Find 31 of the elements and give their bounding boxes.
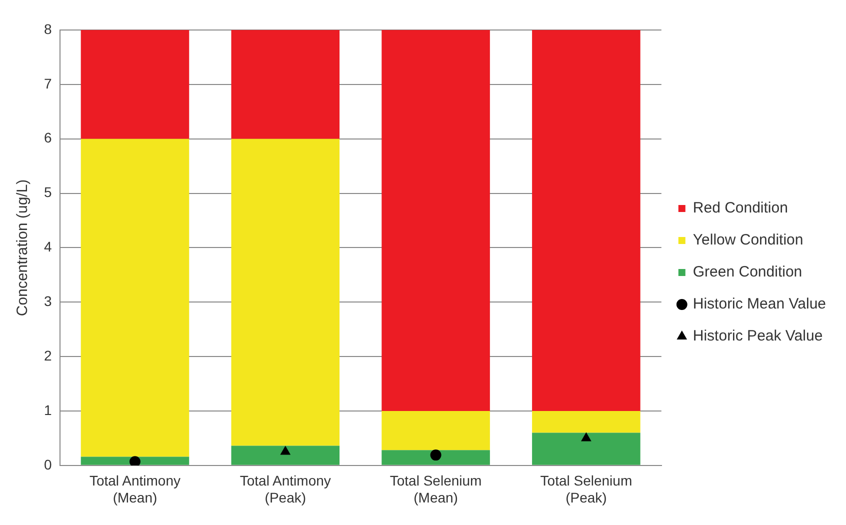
bar [231, 30, 340, 139]
y-tick-label: 5 [44, 184, 52, 200]
y-tick-label: 2 [44, 347, 52, 364]
bar [80, 30, 190, 139]
bar [80, 138, 190, 457]
y-tick-label: 6 [44, 130, 52, 146]
bar [231, 446, 340, 465]
x-tick-label: Total Antimony (Mean) [89, 472, 181, 506]
bar [382, 410, 490, 450]
bar [231, 138, 340, 446]
legend-label: Red Condition [692, 200, 788, 217]
legend-label: Yellow Condition [692, 232, 804, 249]
bar [532, 30, 640, 411]
x-tick-label: Total Antimony (Peak) [240, 472, 331, 506]
bar [80, 456, 190, 465]
bar [382, 450, 490, 465]
bar [532, 410, 640, 433]
x-tick-label: Total Selenium (Peak) [540, 472, 632, 506]
bar [532, 432, 640, 465]
legend-label: Historic Peak Value [692, 328, 823, 345]
x-tick-label: Total Selenium (Mean) [390, 472, 482, 506]
legend-label: Historic Mean Value [692, 296, 826, 313]
y-tick-label: 0 [44, 456, 52, 472]
y-tick-label: 3 [44, 292, 52, 309]
y-tick-label: 4 [44, 238, 52, 255]
legend-label: Green Condition [692, 264, 802, 281]
bar [382, 30, 490, 411]
y-tick-label: 8 [44, 20, 52, 37]
y-tick-label: 7 [44, 75, 52, 92]
y-tick-label: 1 [44, 402, 52, 418]
y-axis-title: Concentration (ug/L) [14, 179, 32, 316]
